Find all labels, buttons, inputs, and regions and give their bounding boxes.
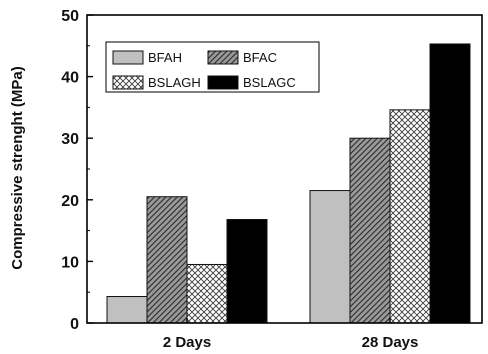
legend-swatch-bslagh: [112, 75, 144, 90]
bar-bslagh-2-days: [186, 263, 228, 324]
bar-bslagc-28-days: [429, 43, 471, 324]
legend-label-bslagh: BSLAGH: [148, 75, 201, 90]
bar-bslagh-28-days: [389, 109, 431, 324]
y-tick-label: 30: [61, 131, 79, 148]
x-tick-label: 28 Days: [362, 334, 419, 351]
y-tick-label: 20: [61, 193, 79, 210]
y-tick-label: 0: [70, 316, 79, 333]
bar-bfah-2-days: [106, 296, 148, 324]
legend-label-bfac: BFAC: [243, 50, 277, 65]
bars-layer: [106, 43, 471, 324]
x-tick-label: 2 Days: [163, 334, 211, 351]
y-tick-label: 40: [61, 70, 79, 87]
bar-bfac-28-days: [349, 137, 391, 324]
bar-bfah-28-days: [309, 190, 351, 324]
bar-bslagc-2-days: [226, 219, 268, 324]
bar-bfac-2-days: [146, 196, 188, 324]
legend: BFAH BFAC BSLAGH BSLAGC: [105, 41, 320, 93]
legend-label-bslagc: BSLAGC: [243, 75, 296, 90]
legend-label-bfah: BFAH: [148, 50, 182, 65]
y-axis-label: Compressive strenght (MPa): [9, 66, 26, 269]
y-tick-label: 50: [61, 8, 79, 25]
legend-swatch-bfah: [112, 50, 144, 65]
legend-swatch-bfac: [207, 50, 239, 65]
legend-swatch-bslagc: [207, 75, 239, 90]
axes-layer: 0 10 20 30 40 50 2 Days 28 Days: [61, 8, 483, 351]
y-tick-label: 10: [61, 254, 79, 271]
